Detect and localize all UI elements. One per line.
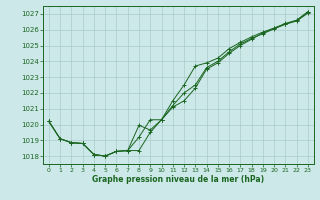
X-axis label: Graphe pression niveau de la mer (hPa): Graphe pression niveau de la mer (hPa)	[92, 175, 264, 184]
